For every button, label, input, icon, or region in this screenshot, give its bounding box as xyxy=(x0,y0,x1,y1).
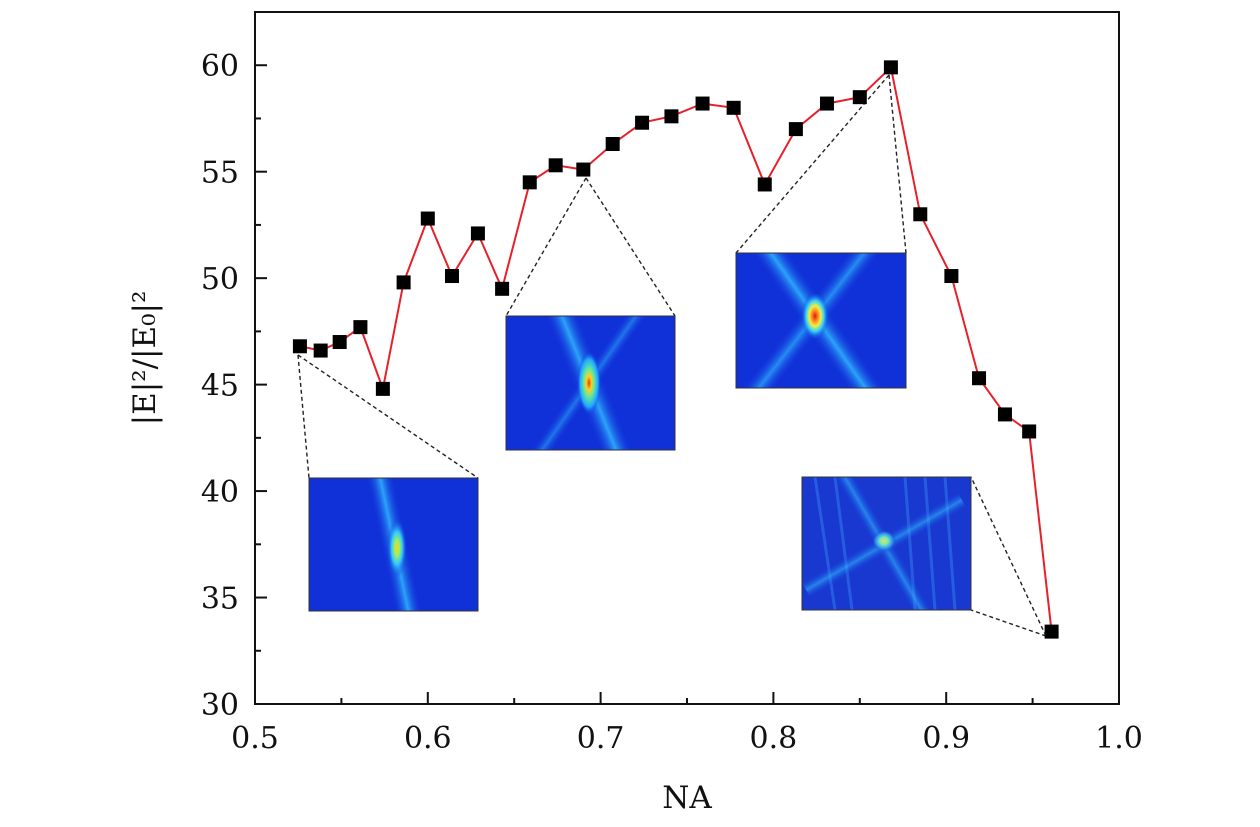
data-point xyxy=(883,60,898,75)
data-point xyxy=(913,207,928,222)
data-point xyxy=(444,269,459,284)
data-point xyxy=(757,177,772,192)
inset-na-0526 xyxy=(309,478,478,611)
data-point xyxy=(819,96,834,111)
x-tick-label: 0.8 xyxy=(750,721,798,756)
inset-frame xyxy=(505,315,676,451)
data-point xyxy=(695,96,710,111)
connector-line xyxy=(970,609,1047,637)
connector-line xyxy=(970,476,1047,637)
data-point xyxy=(313,343,328,358)
y-tick-label: 50 xyxy=(201,262,239,297)
y-tick-label: 30 xyxy=(201,688,239,723)
connector-line xyxy=(505,177,587,317)
data-point xyxy=(1044,624,1059,639)
data-point xyxy=(495,281,510,296)
data-point xyxy=(332,335,347,350)
y-tick-label: 45 xyxy=(201,369,239,404)
data-point xyxy=(470,226,485,241)
inset-frame xyxy=(801,476,972,611)
data-point xyxy=(353,320,368,335)
data-point xyxy=(788,122,803,137)
x-tick-label: 1.0 xyxy=(1095,721,1143,756)
connector-line xyxy=(585,177,676,317)
y-axis-title: |E|²/|E₀|² xyxy=(127,291,163,426)
inset-frame xyxy=(735,252,907,389)
x-tick-label: 0.7 xyxy=(577,721,625,756)
inset-na-0961 xyxy=(802,477,971,610)
data-point xyxy=(726,100,741,115)
x-tick-label: 0.5 xyxy=(231,721,279,756)
y-tick-label: 55 xyxy=(201,156,239,191)
inset-na-0868 xyxy=(736,253,906,388)
x-tick-label: 0.6 xyxy=(404,721,452,756)
data-point xyxy=(852,90,867,105)
data-point xyxy=(1022,424,1037,439)
tick-labels: 0.5 0.6 0.7 0.8 0.9 1.0 30 35 40 45 50 55 60 xyxy=(201,49,1143,756)
connector-line xyxy=(888,74,907,254)
data-point xyxy=(664,109,679,124)
data-point xyxy=(548,158,563,173)
y-tick-label: 40 xyxy=(201,475,239,510)
data-point xyxy=(292,339,307,354)
data-point xyxy=(522,175,537,190)
inset-frame xyxy=(308,477,479,612)
data-point xyxy=(420,211,435,226)
data-point xyxy=(605,137,620,152)
data-point xyxy=(396,275,411,290)
x-tick-label: 0.9 xyxy=(922,721,970,756)
data-point xyxy=(944,269,959,284)
y-tick-label: 35 xyxy=(201,582,239,617)
connector-line xyxy=(297,354,479,479)
data-point xyxy=(972,371,987,386)
data-point xyxy=(635,115,650,130)
data-point xyxy=(375,381,390,396)
inset-connectors xyxy=(297,74,1047,637)
axis-ticks xyxy=(254,11,1120,705)
x-axis-title: NA xyxy=(662,780,712,816)
data-point xyxy=(576,162,591,177)
connector-line xyxy=(297,354,310,479)
series-group xyxy=(292,60,1059,639)
data-point xyxy=(997,407,1012,422)
y-tick-label: 60 xyxy=(201,49,239,84)
inset-na-0690 xyxy=(506,316,675,450)
